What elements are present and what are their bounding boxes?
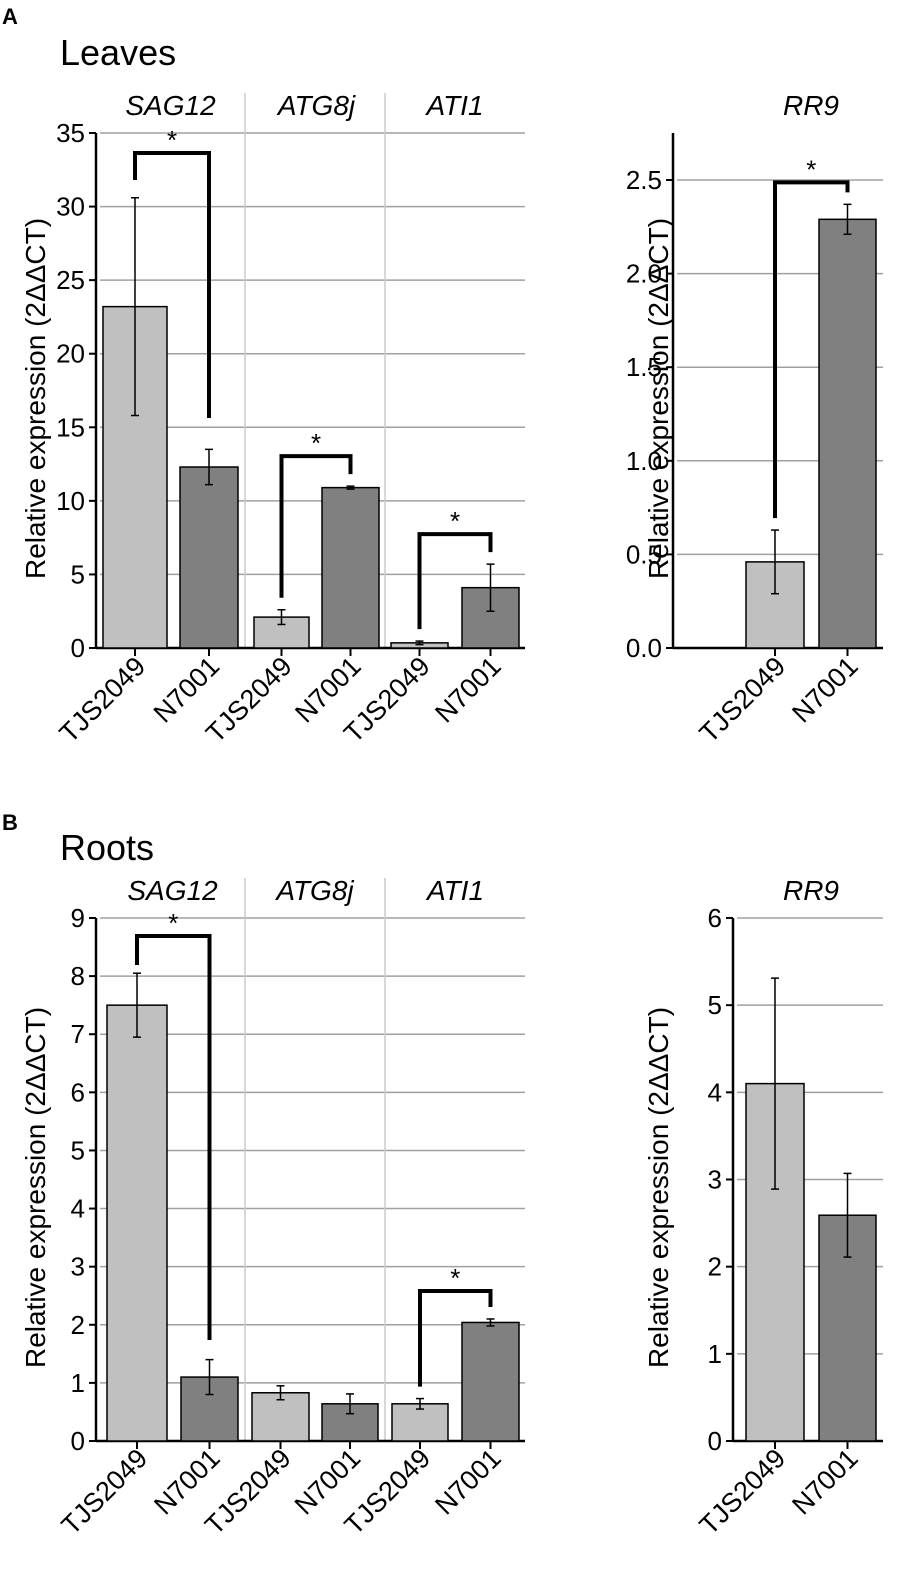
y-tick-label: 2.5 (626, 165, 662, 195)
category-label: TJS2049 (694, 1443, 792, 1541)
y-tick-label: 30 (56, 192, 85, 222)
y-tick-label: 1 (708, 1339, 722, 1369)
bar-n7001 (461, 1321, 520, 1442)
gene-label: RR9 (783, 90, 839, 121)
significance-bracket (418, 1288, 493, 1387)
significance-bracket (279, 454, 353, 598)
y-tick-label: 5 (708, 990, 722, 1020)
y-tick-label: 9 (71, 903, 85, 933)
y-axis-label: Relative expression (2ΔΔCT) (643, 218, 674, 579)
y-tick-label: 25 (56, 265, 85, 295)
y-tick-label: 0.0 (626, 633, 662, 663)
significance-bracket (773, 180, 850, 519)
gene-label: SAG12 (127, 875, 218, 906)
gene-label: ATG8j (274, 875, 354, 906)
charts-layer: 05101520253035TJS2049N7001SAG12TJS2049N7… (20, 90, 883, 1541)
significance-bracket (417, 532, 493, 630)
y-tick-label: 8 (71, 961, 85, 991)
category-label: N7001 (786, 1443, 863, 1520)
significance-star: * (450, 1263, 460, 1293)
category-label: TJS2049 (694, 651, 792, 749)
y-axis-label: Relative expression (2ΔΔCT) (20, 218, 51, 579)
category-label: TJS2049 (56, 1443, 154, 1541)
gene-label: ATI1 (425, 875, 484, 906)
bar-n7001 (818, 218, 877, 649)
bar-tjs2049 (391, 1403, 449, 1442)
gene-label: ATI1 (424, 90, 483, 121)
y-tick-label: 5 (71, 559, 85, 589)
y-tick-label: 1.0 (626, 446, 662, 476)
y-tick-label: 35 (56, 118, 85, 148)
gene-label: ATG8j (276, 90, 356, 121)
y-tick-label: 0.5 (626, 539, 662, 569)
gene-label: RR9 (783, 875, 839, 906)
y-tick-label: 15 (56, 412, 85, 442)
category-label: N7001 (786, 651, 863, 728)
y-tick-label: 4 (708, 1077, 722, 1107)
significance-star: * (167, 125, 177, 155)
y-tick-label: 3 (71, 1252, 85, 1282)
gene-label: SAG12 (125, 90, 216, 121)
y-tick-label: 6 (708, 903, 722, 933)
category-label: N7001 (429, 651, 506, 728)
y-tick-label: 0 (708, 1426, 722, 1456)
panel-b-title: Roots (60, 827, 154, 868)
category-label: TJS2049 (54, 651, 152, 749)
y-tick-label: 1.5 (626, 352, 662, 382)
significance-bracket (133, 151, 211, 418)
bar-n7001 (179, 466, 239, 649)
bar-n7001 (321, 486, 380, 649)
y-axis-label: Relative expression (2ΔΔCT) (643, 1007, 674, 1368)
y-tick-label: 4 (71, 1194, 85, 1224)
chart-roots-main: 0123456789TJS2049N7001SAG12TJS2049N7001A… (20, 875, 525, 1541)
y-tick-label: 2 (71, 1310, 85, 1340)
y-tick-label: 20 (56, 339, 85, 369)
y-tick-label: 0 (71, 633, 85, 663)
y-axis-label: Relative expression (2ΔΔCT) (20, 1007, 51, 1368)
significance-bracket (135, 934, 212, 1340)
y-tick-label: 3 (708, 1165, 722, 1195)
panel-a-label: A (2, 4, 18, 29)
y-tick-label: 1 (71, 1368, 85, 1398)
y-tick-label: 5 (71, 1135, 85, 1165)
y-tick-label: 10 (56, 486, 85, 516)
significance-star: * (450, 506, 460, 536)
significance-star: * (168, 908, 178, 938)
y-tick-label: 2.0 (626, 259, 662, 289)
panel-a-title: Leaves (60, 32, 176, 73)
significance-star: * (806, 154, 816, 184)
panel-b-label: B (2, 810, 18, 835)
category-label: N7001 (429, 1443, 506, 1520)
y-tick-label: 6 (71, 1077, 85, 1107)
chart-leaves-main: 05101520253035TJS2049N7001SAG12TJS2049N7… (20, 90, 525, 749)
y-tick-label: 2 (708, 1252, 722, 1282)
bar-tjs2049 (106, 1004, 168, 1442)
y-tick-label: 7 (71, 1019, 85, 1049)
y-tick-label: 0 (71, 1426, 85, 1456)
significance-star: * (311, 428, 321, 458)
